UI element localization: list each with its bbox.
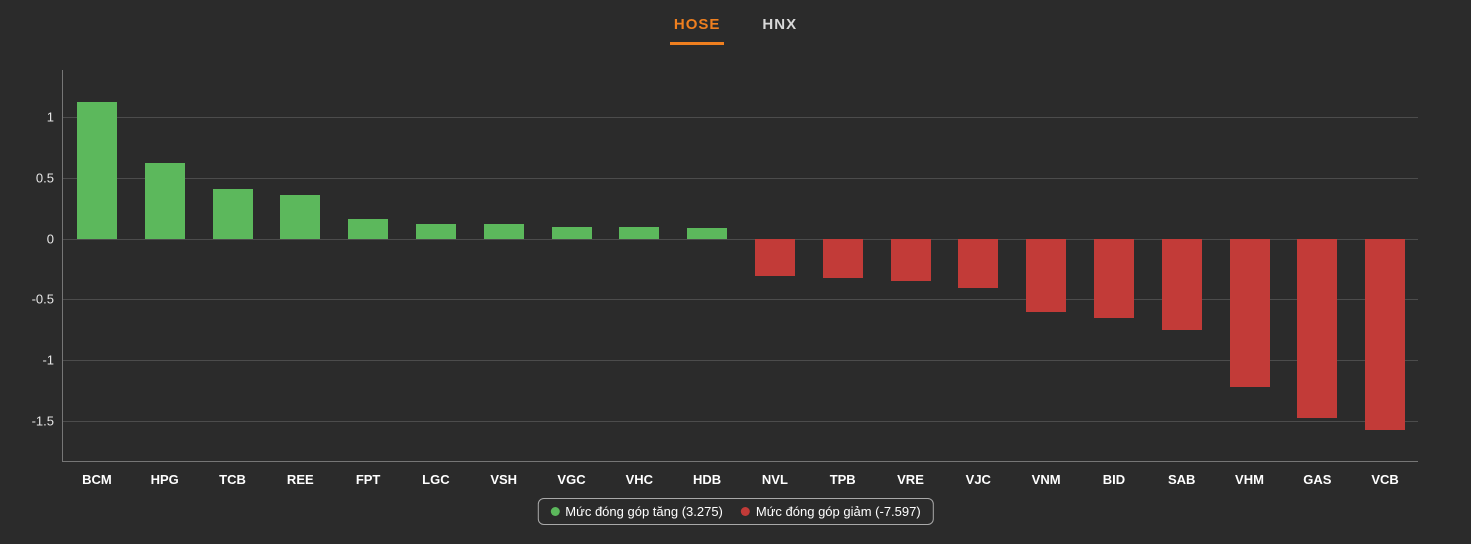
bar-nvl[interactable] xyxy=(754,238,795,277)
x-label-vhc: VHC xyxy=(625,472,654,487)
bar-bid[interactable] xyxy=(1093,238,1134,318)
bar-gas[interactable] xyxy=(1297,238,1338,419)
bar-lgc[interactable] xyxy=(415,224,456,239)
y-tick-label: -1.5 xyxy=(31,413,54,429)
x-label-nvl: NVL xyxy=(761,472,788,487)
bar-vgc[interactable] xyxy=(551,226,592,239)
legend-item-decrease[interactable]: Mức đóng góp giảm (-7.597) xyxy=(740,504,921,519)
y-tick-label: -1 xyxy=(42,352,54,368)
y-tick-label: 0 xyxy=(46,231,54,247)
bar-vhc[interactable] xyxy=(619,226,660,239)
gridline xyxy=(63,420,1418,422)
bar-sab[interactable] xyxy=(1161,238,1202,330)
x-label-vjc: VJC xyxy=(965,472,991,487)
x-label-ree: REE xyxy=(286,472,314,487)
legend-label-increase: Mức đóng góp tăng (3.275) xyxy=(565,504,723,519)
x-label-vre: VRE xyxy=(897,472,924,487)
gridline xyxy=(63,238,1418,240)
x-label-hpg: HPG xyxy=(150,472,179,487)
bar-hdb[interactable] xyxy=(687,227,728,239)
bar-bcm[interactable] xyxy=(76,101,117,239)
x-label-vnm: VNM xyxy=(1031,472,1061,487)
x-label-tpb: TPB xyxy=(829,472,856,487)
bar-vre[interactable] xyxy=(890,238,931,282)
gridline xyxy=(63,178,1418,179)
tab-hose[interactable]: HOSE xyxy=(669,14,725,45)
exchange-tabs: HOSE HNX xyxy=(0,14,1471,45)
y-tick-label: -0.5 xyxy=(31,291,54,307)
gridline xyxy=(63,299,1418,301)
bar-vsh[interactable] xyxy=(483,224,524,239)
legend-marker-increase-icon xyxy=(550,507,560,516)
bar-tcb[interactable] xyxy=(212,188,253,239)
x-label-bid: BID xyxy=(1102,472,1126,487)
gridline xyxy=(63,117,1418,119)
x-label-bcm: BCM xyxy=(82,472,112,487)
x-label-hdb: HDB xyxy=(693,472,722,487)
bar-vnm[interactable] xyxy=(1026,238,1067,312)
bar-vhm[interactable] xyxy=(1229,238,1270,387)
bar-ree[interactable] xyxy=(280,195,321,239)
x-label-gas: GAS xyxy=(1303,472,1332,487)
chart-legend: Mức đóng góp tăng (3.275) Mức đóng góp g… xyxy=(537,498,934,525)
bar-fpt[interactable] xyxy=(348,219,389,239)
legend-label-decrease: Mức đóng góp giảm (-7.597) xyxy=(755,504,921,519)
x-label-vgc: VGC xyxy=(557,472,586,487)
contribution-bar-chart: 1 0.5 0 -0.5 -1 -1.5 BCM HPG TCB REE FPT LGC VSH VGC V… xyxy=(32,70,1418,487)
tab-hnx[interactable]: HNX xyxy=(762,16,798,33)
x-label-sab: SAB xyxy=(1167,472,1196,487)
gridline xyxy=(63,360,1418,362)
x-label-tcb: TCB xyxy=(219,472,246,487)
x-label-vsh: VSH xyxy=(490,472,518,487)
x-label-fpt: FPT xyxy=(355,472,381,487)
y-tick-label: 1 xyxy=(46,109,54,125)
y-tick-label: 0.5 xyxy=(35,170,54,186)
bar-hpg[interactable] xyxy=(144,163,185,239)
legend-marker-decrease-icon xyxy=(740,507,750,516)
x-label-vcb: VCB xyxy=(1371,472,1399,487)
legend-item-increase[interactable]: Mức đóng góp tăng (3.275) xyxy=(550,504,723,519)
bar-tpb[interactable] xyxy=(822,238,863,278)
bar-vcb[interactable] xyxy=(1365,238,1406,431)
x-label-vhm: VHM xyxy=(1235,472,1264,487)
bar-vjc[interactable] xyxy=(958,238,999,289)
x-label-lgc: LGC xyxy=(422,472,450,487)
